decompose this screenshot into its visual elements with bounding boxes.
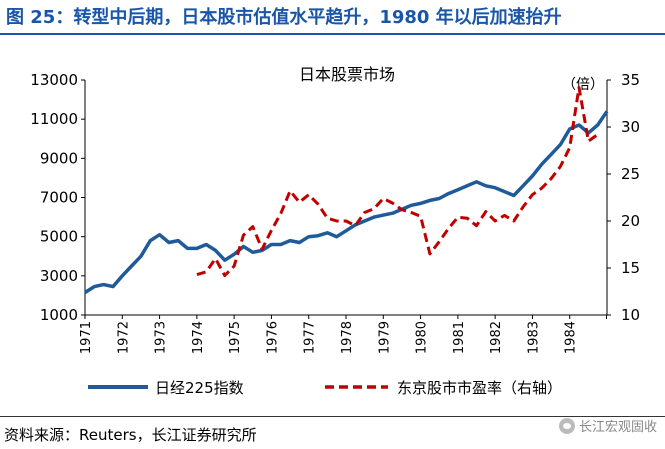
x-tick-label: 1982	[489, 321, 504, 354]
left-tick-label: 13000	[30, 71, 78, 89]
left-tick-label: 9000	[40, 149, 78, 167]
title-rule	[0, 33, 665, 35]
x-tick-label: 1977	[303, 321, 318, 354]
x-tick-label: 1971	[79, 321, 94, 354]
x-tick-label: 1978	[340, 321, 355, 354]
left-tick-label: 5000	[40, 228, 78, 246]
right-tick-label: 35	[621, 71, 640, 89]
nikkei-line	[84, 110, 609, 294]
left-tick-label: 11000	[30, 110, 78, 128]
x-tick-label: 1973	[154, 321, 169, 354]
right-tick-label: 25	[621, 165, 640, 183]
right-tick-label: 30	[621, 118, 640, 136]
axes: 13000 11000 9000 7000 5000 3000 1000 35 30 25 20 15…	[30, 71, 640, 354]
x-tick-label: 1981	[452, 321, 467, 354]
right-tick-label: 15	[621, 259, 640, 277]
right-axis-unit: （倍）	[562, 77, 604, 93]
watermark: 长江宏观固收	[558, 416, 657, 435]
legend-label-nikkei: 日经225指数	[155, 379, 244, 397]
x-tick-label: 1975	[228, 321, 243, 354]
series-lines	[84, 86, 609, 294]
legend: 日经225指数 东京股市市盈率（右轴）	[88, 379, 562, 397]
x-tick-label: 1983	[526, 321, 541, 354]
x-tick-label: 1984	[564, 321, 579, 354]
left-tick-label: 7000	[40, 189, 78, 207]
left-tick-label: 3000	[40, 267, 78, 285]
x-tick-label: 1972	[116, 321, 131, 354]
chart-title: 日本股票市场	[299, 65, 395, 84]
wechat-icon	[558, 417, 575, 434]
pe-ratio-line	[196, 86, 599, 277]
x-tick-label: 1980	[415, 321, 430, 354]
legend-label-pe: 东京股市市盈率（右轴）	[397, 379, 562, 397]
right-tick-label: 20	[621, 212, 640, 230]
watermark-text: 长江宏观固收	[578, 420, 657, 435]
source-note: 资料来源：Reuters，长江证券研究所	[4, 426, 257, 444]
x-tick-label: 1976	[265, 321, 280, 354]
x-tick-label: 1974	[191, 321, 206, 354]
figure-title: 图 25：转型中后期，日本股市估值水平趋升，1980 年以后加速抬升	[6, 7, 562, 28]
x-tick-label: 1979	[377, 321, 392, 354]
footer-rule	[0, 416, 665, 417]
left-tick-label: 1000	[40, 306, 78, 324]
right-tick-label: 10	[621, 306, 640, 324]
